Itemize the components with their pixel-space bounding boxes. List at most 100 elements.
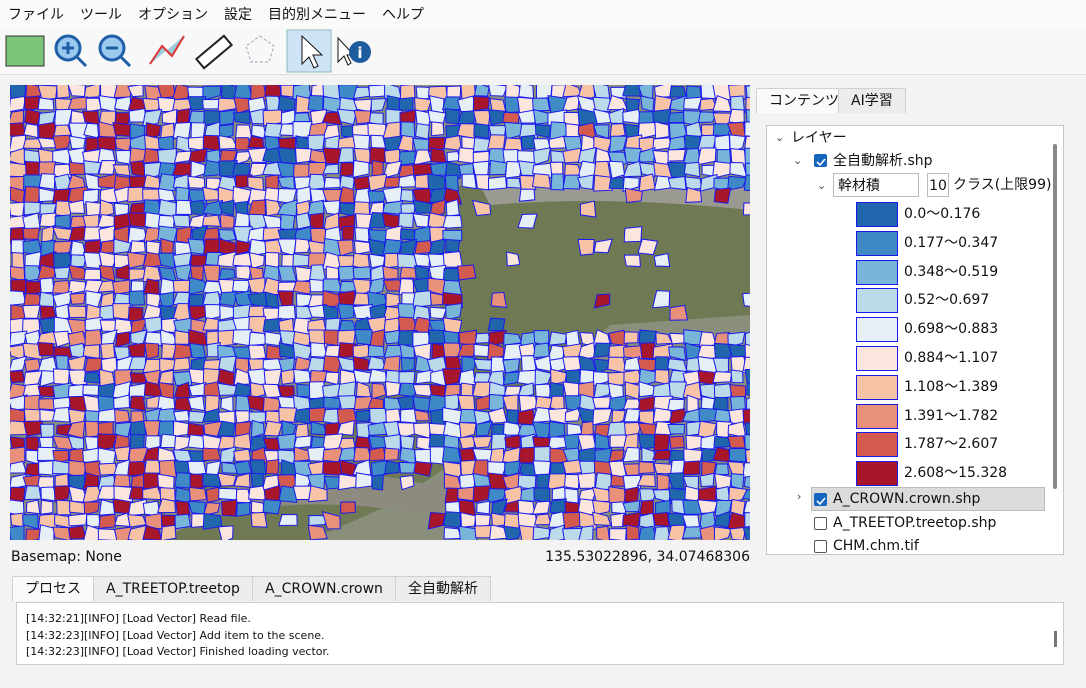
crown-polygon xyxy=(742,408,750,426)
crown-polygon xyxy=(653,252,671,268)
crown-polygon xyxy=(219,213,235,229)
crown-polygon xyxy=(127,514,147,528)
crown-polygon xyxy=(623,331,639,344)
legend-swatch xyxy=(856,230,898,256)
menu-item[interactable]: オプション xyxy=(138,7,208,23)
crown-polygon xyxy=(352,355,371,372)
crown-polygon xyxy=(367,344,385,358)
measure-area[interactable] xyxy=(149,35,185,65)
crown-polygon xyxy=(699,525,718,540)
scrollbar[interactable] xyxy=(1053,144,1057,489)
crown-polygon xyxy=(711,160,734,179)
crown-polygon xyxy=(217,472,237,487)
bottom-tab[interactable]: 全自動解析 xyxy=(395,576,491,601)
crown-polygon xyxy=(218,229,237,243)
crown-polygon xyxy=(608,449,625,463)
crown-polygon xyxy=(247,291,268,308)
crown-polygon xyxy=(277,385,295,400)
polygon-tool[interactable] xyxy=(245,35,275,63)
crown-polygon xyxy=(399,474,415,491)
crown-polygon xyxy=(113,394,130,410)
crown-polygon xyxy=(547,407,568,425)
panel-tab[interactable]: AI学習 xyxy=(838,88,906,113)
expander[interactable]: ⌄ xyxy=(817,179,827,192)
crown-polygon xyxy=(728,134,746,153)
map-canvas[interactable] xyxy=(10,85,750,540)
crown-polygon xyxy=(296,186,312,205)
crown-polygon xyxy=(23,201,43,216)
map-icon[interactable] xyxy=(5,35,45,67)
crown-polygon xyxy=(744,331,750,347)
menu-item[interactable]: ツール xyxy=(80,7,122,23)
menu-item[interactable]: 目的別メニュー xyxy=(268,7,366,23)
crown-polygon xyxy=(622,511,642,528)
layer-name[interactable]: 全自動解析.shp xyxy=(833,153,933,169)
layer-name[interactable]: CHM.chm.tif xyxy=(833,538,919,554)
crown-polygon xyxy=(743,174,750,191)
crown-polygon xyxy=(337,303,355,320)
crown-polygon xyxy=(278,407,298,423)
crown-polygon xyxy=(175,500,191,517)
ruler[interactable] xyxy=(194,34,234,70)
expander[interactable]: ⌄ xyxy=(793,154,803,167)
crown-polygon xyxy=(382,200,403,216)
menu-item[interactable]: 設定 xyxy=(224,7,252,23)
crown-polygon xyxy=(490,291,508,308)
crown-polygon xyxy=(97,433,118,452)
checkbox[interactable] xyxy=(814,154,827,167)
crown-polygon xyxy=(336,239,354,257)
crown-polygon xyxy=(202,447,222,462)
class-label: クラス(上限99) xyxy=(953,177,1052,193)
crown-polygon xyxy=(473,409,491,426)
layer-name[interactable]: A_CROWN.crown.shp xyxy=(833,491,981,507)
crown-polygon xyxy=(206,486,221,504)
menu-item[interactable]: ファイル xyxy=(8,7,64,23)
class-count[interactable]: 10 xyxy=(927,173,949,197)
crown-polygon xyxy=(415,369,433,385)
layer-name[interactable]: A_TREETOP.treetop.shp xyxy=(833,514,997,531)
crown-polygon xyxy=(475,420,493,437)
panel-tab[interactable]: コンテンツ xyxy=(756,88,852,113)
crown-polygon xyxy=(744,368,750,384)
crown-polygon xyxy=(203,380,221,400)
crown-polygon xyxy=(218,134,239,150)
legend-swatch xyxy=(856,317,898,343)
crown-polygon xyxy=(742,292,750,308)
crown-polygon xyxy=(518,524,535,540)
legend-swatch xyxy=(856,202,898,227)
menu-item[interactable]: ヘルプ xyxy=(382,7,424,23)
crown-polygon xyxy=(427,511,446,530)
crown-polygon xyxy=(175,199,193,215)
bottom-tab[interactable]: プロセス xyxy=(12,576,94,601)
crown-polygon xyxy=(10,446,26,465)
crown-polygon xyxy=(472,95,490,112)
expander[interactable]: › xyxy=(797,490,802,503)
crown-polygon xyxy=(442,368,463,386)
bottom-tab[interactable]: A_TREETOP.treetop xyxy=(93,576,253,601)
select-tool[interactable] xyxy=(301,34,324,69)
info-tool[interactable] xyxy=(349,41,371,63)
crown-polygon xyxy=(517,213,538,229)
checkbox[interactable] xyxy=(814,540,827,553)
crown-polygon xyxy=(112,303,131,320)
crown-polygon xyxy=(157,173,176,192)
crown-polygon xyxy=(398,97,414,111)
field-select[interactable]: 幹材積 xyxy=(833,173,919,197)
crown-polygon xyxy=(624,381,641,401)
crown-polygon xyxy=(623,254,641,268)
crown-polygon xyxy=(10,486,26,504)
crown-polygon xyxy=(115,331,131,348)
crown-polygon xyxy=(744,433,750,451)
bottom-tab[interactable]: A_CROWN.crown xyxy=(252,576,396,601)
checkbox[interactable] xyxy=(814,516,827,530)
scrollbar[interactable] xyxy=(1054,631,1057,647)
crown-polygon xyxy=(355,409,372,422)
checkbox[interactable] xyxy=(814,493,827,506)
expander[interactable]: ⌄ xyxy=(775,131,785,144)
crown-polygon xyxy=(398,278,415,296)
crown-polygon xyxy=(250,511,268,528)
crown-polygon xyxy=(727,175,748,191)
crown-polygon xyxy=(156,498,176,514)
crown-polygon xyxy=(456,123,476,139)
crown-polygon xyxy=(85,97,102,113)
